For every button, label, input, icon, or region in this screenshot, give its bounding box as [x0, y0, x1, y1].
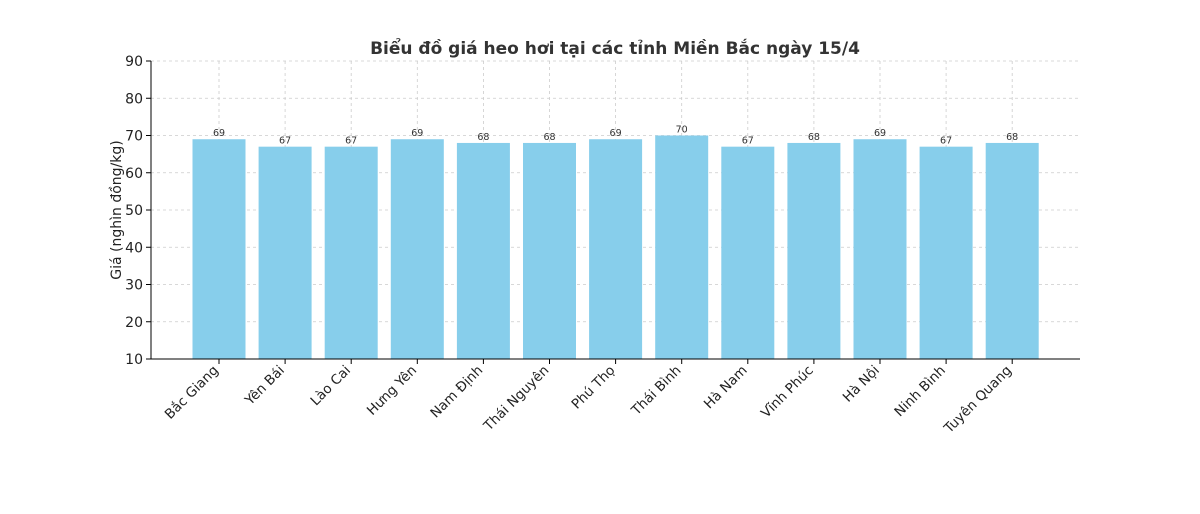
- x-tick-label: Bắc Giang: [161, 362, 222, 423]
- data-label: 69: [874, 128, 886, 139]
- x-tick-label: Tuyên Quang: [940, 363, 1015, 438]
- bar: [192, 139, 246, 359]
- data-label: 68: [543, 132, 555, 143]
- x-tick-label: Yên Bái: [241, 363, 288, 410]
- data-label: 67: [940, 136, 952, 147]
- x-tick-label: Vĩnh Phúc: [758, 363, 817, 422]
- y-tick-label: 90: [125, 54, 143, 70]
- y-tick-label: 10: [125, 352, 143, 368]
- x-tick-label: Phú Thọ: [569, 363, 619, 413]
- x-tick-label: Thái Bình: [628, 363, 685, 420]
- x-tick-label: Hà Nội: [840, 363, 883, 406]
- x-tick-label: Ninh Bình: [891, 363, 949, 421]
- bar: [523, 142, 576, 359]
- data-label: 68: [808, 132, 820, 143]
- x-tick-label: Hưng Yên: [364, 363, 420, 419]
- bar: [456, 142, 510, 359]
- y-tick-label: 80: [125, 91, 143, 107]
- bar: [390, 139, 444, 359]
- x-tick-label: Thái Nguyên: [480, 363, 552, 435]
- bar: [589, 139, 643, 359]
- data-label: 68: [477, 132, 489, 143]
- bar: [853, 139, 907, 359]
- y-tick-label: 40: [125, 240, 143, 256]
- y-tick-label: 30: [125, 278, 143, 294]
- x-tick-label: Hà Nam: [701, 363, 751, 413]
- x-ticks: Bắc Giang Yên Bái Lào Cai Hưng Yên Nam ĐịnhT…: [161, 359, 1015, 437]
- chart-title: Biểu đồ giá heo hơi tại các tỉnh Miền Bắ…: [370, 37, 860, 59]
- y-ticks: 10 20 30 40 50 60 70 80 90: [125, 54, 151, 368]
- bar: [721, 146, 775, 359]
- bar: [985, 142, 1039, 359]
- y-tick-label: 50: [125, 203, 143, 219]
- y-tick-label: 20: [125, 315, 143, 331]
- data-label: 69: [610, 128, 622, 139]
- x-tick-label: Lào Cai: [308, 363, 355, 410]
- bar: [919, 146, 973, 359]
- y-axis-label: Giá (nghìn đồng/kg): [108, 140, 125, 279]
- y-tick-label: 70: [125, 129, 143, 145]
- data-label: 70: [676, 125, 688, 136]
- data-label: 67: [742, 136, 754, 147]
- data-label: 67: [279, 136, 291, 147]
- bars: [192, 135, 1039, 359]
- bar: [787, 142, 841, 359]
- data-label: 67: [345, 136, 357, 147]
- x-tick-label: Nam Định: [427, 363, 486, 422]
- data-labels: 69 67 67 69 68 68 69 70 67 68 69 67 68: [213, 125, 1018, 147]
- data-label: 69: [411, 128, 423, 139]
- y-tick-label: 60: [125, 166, 143, 182]
- data-label: 69: [213, 128, 225, 139]
- bar: [324, 146, 378, 359]
- bar: [655, 135, 709, 359]
- data-label: 68: [1006, 132, 1018, 143]
- bar: [258, 146, 312, 359]
